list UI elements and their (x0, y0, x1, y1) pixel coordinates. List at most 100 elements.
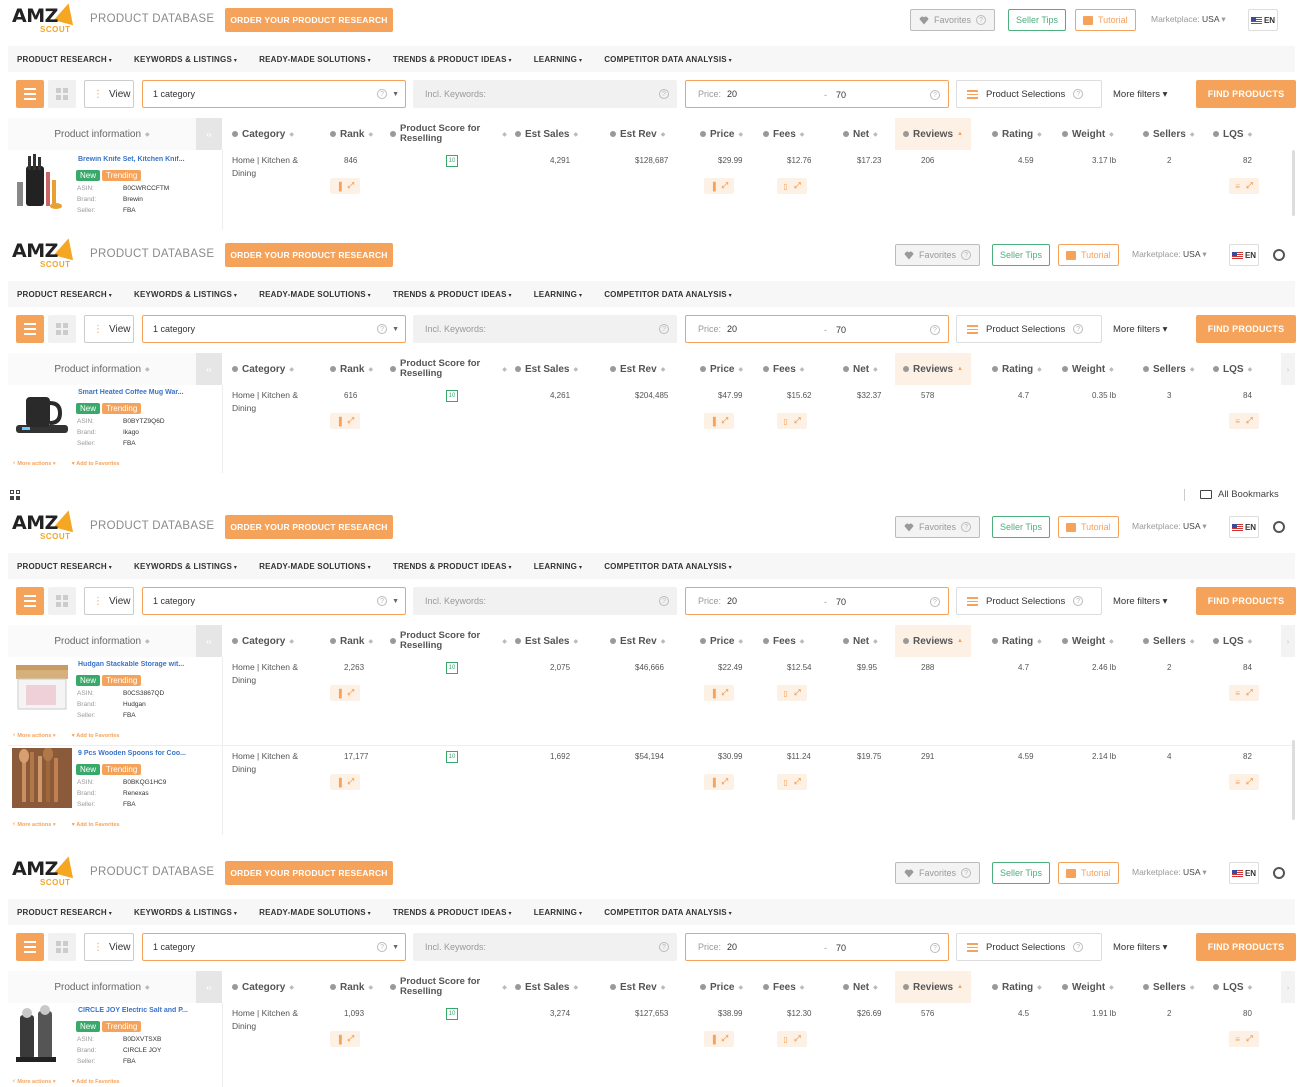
tutorial-button[interactable]: Tutorial (1075, 9, 1136, 31)
product-title-link[interactable]: Hudgan Stackable Storage wit... (78, 661, 185, 668)
column-product-info[interactable]: Product information ◆ (8, 971, 196, 1003)
column-sellers[interactable]: Sellers ◆ (1143, 625, 1194, 657)
settings-gear-icon[interactable] (1273, 521, 1285, 533)
seller-tips-button[interactable]: Seller Tips (992, 862, 1051, 884)
asin-value[interactable]: B0CS3867QD (123, 690, 165, 697)
column-reviews[interactable]: Reviews ▲ (895, 625, 971, 657)
grid-view-icon[interactable] (48, 933, 76, 961)
column-est-sales[interactable]: Est Sales ◆ (515, 971, 578, 1003)
rank-chart-button[interactable]: ▐ ⤢ (330, 774, 360, 790)
asin-value[interactable]: B0BKQG1HC9 (123, 779, 167, 786)
column-fees[interactable]: Fees ◆ (763, 625, 804, 657)
seller-tips-button[interactable]: Seller Tips (992, 516, 1051, 538)
column-net[interactable]: Net ◆ (843, 353, 878, 385)
column-price[interactable]: Price ◆ (700, 118, 743, 150)
language-select[interactable]: EN (1248, 9, 1278, 31)
price-min-value[interactable]: 20 (727, 596, 738, 606)
list-view-icon[interactable] (16, 587, 44, 615)
apps-grid-icon[interactable] (10, 490, 14, 494)
product-row[interactable]: Brewin Knife Set, Kitchen Knif... New Tr… (0, 150, 1297, 230)
vertical-scrollbar[interactable] (1292, 150, 1295, 216)
tutorial-button[interactable]: Tutorial (1058, 862, 1119, 884)
category-select[interactable]: 1 category ? ▼ (142, 80, 406, 108)
price-range-input[interactable]: Price: 20 - 70 ? (685, 80, 949, 108)
marketplace-select[interactable]: Marketplace: USA ▾ (1132, 249, 1207, 259)
nav-item[interactable]: PRODUCT RESEARCH (8, 290, 125, 299)
price-range-input[interactable]: Price: 20 - 70 ? (685, 315, 949, 343)
nav-item[interactable]: COMPETITOR DATA ANALYSIS (595, 908, 745, 917)
nav-item[interactable]: LEARNING (525, 290, 595, 299)
product-selections-button[interactable]: Product Selections ? (956, 587, 1102, 615)
nav-item[interactable]: KEYWORDS & LISTINGS (125, 55, 250, 64)
more-filters-button[interactable]: More filters ▾ (1113, 595, 1168, 607)
column-rank[interactable]: Rank ◆ (330, 353, 373, 385)
column-product-info[interactable]: Product information ◆ (8, 118, 196, 150)
column-category[interactable]: Category ◆ (232, 625, 294, 657)
price-chart-button[interactable]: ▐ ⤢ (704, 685, 734, 701)
lqs-detail-button[interactable]: ≡ ⤢ (1229, 413, 1259, 429)
settings-gear-icon[interactable] (1273, 249, 1285, 261)
collapse-toggle[interactable]: ‹› (196, 625, 222, 657)
column-reviews[interactable]: Reviews ▲ (895, 971, 971, 1003)
product-row[interactable]: 9 Pcs Wooden Spoons for Coo... New Trend… (0, 746, 1297, 835)
nav-item[interactable]: PRODUCT RESEARCH (8, 562, 125, 571)
column-category[interactable]: Category ◆ (232, 118, 294, 150)
column-rating[interactable]: Rating ◆ (992, 971, 1042, 1003)
score-cell[interactable]: 10 (446, 155, 458, 167)
order-research-button[interactable]: ORDER YOUR PRODUCT RESEARCH (225, 861, 393, 885)
score-cell[interactable]: 10 (446, 1008, 458, 1020)
grid-view-icon[interactable] (48, 80, 76, 108)
more-filters-button[interactable]: More filters ▾ (1113, 323, 1168, 335)
vertical-scrollbar[interactable] (1292, 740, 1295, 820)
nav-item[interactable]: TRENDS & PRODUCT IDEAS (384, 562, 525, 571)
column-est-rev[interactable]: Est Rev ◆ (610, 118, 665, 150)
scroll-right-arrow[interactable]: › (1281, 625, 1295, 657)
fees-detail-button[interactable]: ▯ ⤢ (777, 774, 807, 790)
amzscout-logo[interactable]: AMZ SCOUT (12, 0, 84, 37)
column-product-score[interactable]: Product Score for Reselling ◆ (390, 353, 507, 385)
product-selections-button[interactable]: Product Selections ? (956, 315, 1102, 343)
tutorial-button[interactable]: Tutorial (1058, 516, 1119, 538)
product-thumbnail[interactable] (12, 747, 72, 808)
column-fees[interactable]: Fees ◆ (763, 971, 804, 1003)
marketplace-select[interactable]: Marketplace: USA ▾ (1151, 14, 1226, 24)
score-cell[interactable]: 10 (446, 390, 458, 402)
column-lqs[interactable]: LQS ◆ (1213, 625, 1252, 657)
nav-item[interactable]: KEYWORDS & LISTINGS (125, 908, 250, 917)
column-product-score[interactable]: Product Score for Reselling ◆ (390, 625, 507, 657)
product-title-link[interactable]: CIRCLE JOY Electric Salt and P... (78, 1007, 188, 1014)
category-select[interactable]: 1 category ? ▼ (142, 315, 406, 343)
column-net[interactable]: Net ◆ (843, 971, 878, 1003)
nav-item[interactable]: PRODUCT RESEARCH (8, 55, 125, 64)
nav-item[interactable]: LEARNING (525, 908, 595, 917)
more-actions-button[interactable]: ⚡ More actions ▾ (12, 461, 56, 467)
price-range-input[interactable]: Price: 20 - 70 ? (685, 587, 949, 615)
more-actions-button[interactable]: ⚡ More actions ▾ (12, 822, 56, 828)
column-price[interactable]: Price ◆ (700, 971, 743, 1003)
keywords-input[interactable]: Incl. Keywords: ? (413, 587, 677, 615)
order-research-button[interactable]: ORDER YOUR PRODUCT RESEARCH (225, 8, 393, 32)
find-products-button[interactable]: FIND PRODUCTS (1196, 315, 1296, 343)
rank-chart-button[interactable]: ▐ ⤢ (330, 1031, 360, 1047)
column-reviews[interactable]: Reviews ▲ (895, 353, 971, 385)
keywords-input[interactable]: Incl. Keywords: ? (413, 315, 677, 343)
lqs-detail-button[interactable]: ≡ ⤢ (1229, 1031, 1259, 1047)
column-sellers[interactable]: Sellers ◆ (1143, 353, 1194, 385)
column-net[interactable]: Net ◆ (843, 625, 878, 657)
seller-tips-button[interactable]: Seller Tips (1008, 9, 1067, 31)
list-view-icon[interactable] (16, 933, 44, 961)
more-filters-button[interactable]: More filters ▾ (1113, 88, 1168, 100)
nav-item[interactable]: COMPETITOR DATA ANALYSIS (595, 290, 745, 299)
nav-item[interactable]: TRENDS & PRODUCT IDEAS (384, 290, 525, 299)
column-product-score[interactable]: Product Score for Reselling ◆ (390, 971, 507, 1003)
seller-tips-button[interactable]: Seller Tips (992, 244, 1051, 266)
price-min-value[interactable]: 20 (727, 89, 738, 99)
column-lqs[interactable]: LQS ◆ (1213, 118, 1252, 150)
collapse-toggle[interactable]: ‹› (196, 118, 222, 150)
price-max-value[interactable]: 70 (836, 90, 847, 100)
product-thumbnail[interactable] (12, 659, 72, 719)
column-est-sales[interactable]: Est Sales ◆ (515, 353, 578, 385)
rank-chart-button[interactable]: ▐ ⤢ (330, 178, 360, 194)
column-net[interactable]: Net ◆ (843, 118, 878, 150)
nav-item[interactable]: TRENDS & PRODUCT IDEAS (384, 908, 525, 917)
